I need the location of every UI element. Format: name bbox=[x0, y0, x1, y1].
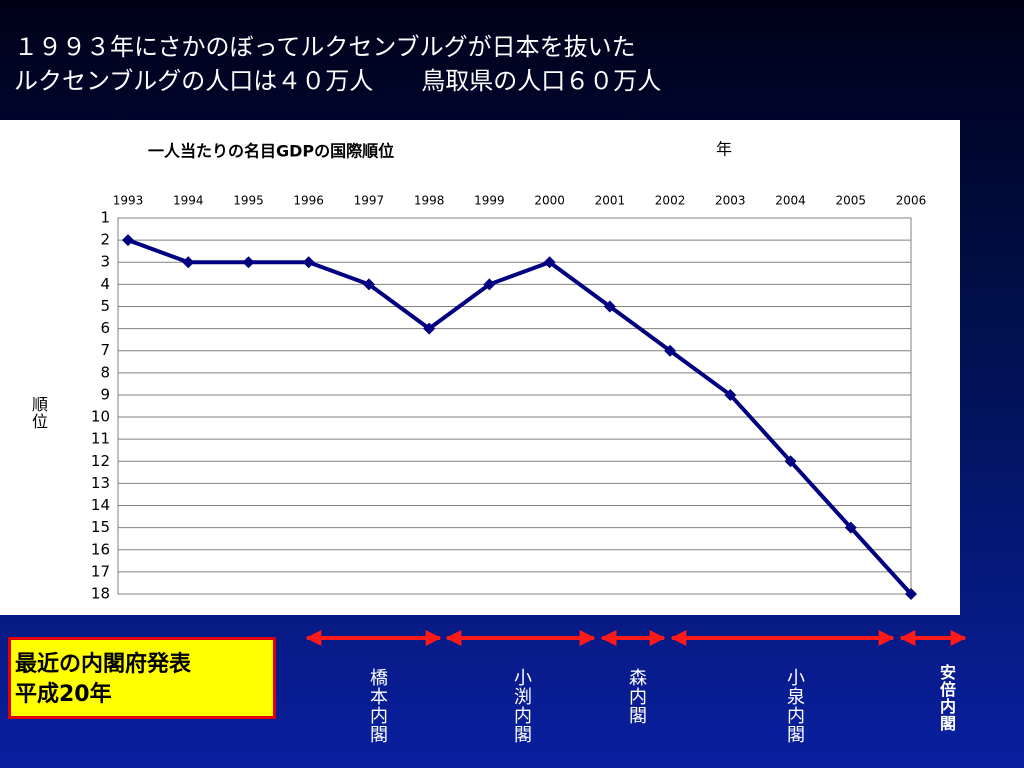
y-tick-label: 2 bbox=[100, 231, 110, 249]
data-point bbox=[362, 278, 375, 291]
x-tick-label: 2005 bbox=[835, 194, 866, 208]
y-tick-label: 18 bbox=[91, 585, 110, 603]
y-tick-label: 7 bbox=[100, 341, 110, 359]
cabinet-label: 小泉内閣 bbox=[784, 668, 805, 744]
y-axis-label: 順位 bbox=[29, 396, 48, 430]
data-point bbox=[603, 300, 616, 313]
x-tick-label: 2000 bbox=[534, 194, 565, 208]
y-tick-label: 6 bbox=[100, 319, 110, 337]
chart-area bbox=[0, 120, 960, 615]
x-tick-label: 1998 bbox=[414, 194, 445, 208]
x-tick-label: 2004 bbox=[775, 194, 806, 208]
note-box: 最近の内閣府発表 平成20年 bbox=[8, 637, 276, 719]
x-tick-label: 1999 bbox=[474, 194, 505, 208]
note-line: 平成20年 bbox=[15, 682, 112, 707]
x-axis-label: 年 bbox=[716, 140, 732, 159]
note-line: 最近の内閣府発表 bbox=[15, 652, 192, 677]
y-tick-label: 16 bbox=[91, 540, 110, 558]
y-tick-label: 3 bbox=[100, 253, 110, 271]
chart-title: 一人当たりの名目GDPの国際順位 bbox=[148, 142, 394, 161]
data-point bbox=[182, 256, 195, 269]
cabinet-label: 森内閣 bbox=[626, 668, 647, 725]
y-tick-label: 15 bbox=[91, 518, 110, 536]
data-point bbox=[483, 278, 496, 291]
x-tick-label: 1995 bbox=[233, 194, 264, 208]
x-tick-label: 2006 bbox=[896, 194, 927, 208]
y-tick-label: 9 bbox=[100, 385, 110, 403]
y-tick-label: 1 bbox=[100, 209, 110, 227]
data-point bbox=[122, 234, 134, 247]
y-tick-label: 4 bbox=[100, 275, 110, 293]
data-point bbox=[423, 322, 436, 335]
header-line: １９９３年にさかのぼってルクセンブルグが日本を抜いた bbox=[14, 33, 636, 61]
y-tick-label: 14 bbox=[91, 496, 110, 514]
data-point bbox=[905, 588, 917, 600]
data-point bbox=[784, 455, 797, 468]
data-point bbox=[543, 256, 556, 269]
data-point bbox=[242, 256, 255, 269]
x-tick-label: 2002 bbox=[655, 194, 686, 208]
y-tick-label: 8 bbox=[100, 363, 110, 381]
x-tick-label: 2001 bbox=[595, 194, 626, 208]
data-point bbox=[302, 256, 315, 269]
y-tick-label: 12 bbox=[91, 452, 110, 470]
y-tick-label: 13 bbox=[91, 474, 110, 492]
cabinet-label: 小渕内閣 bbox=[511, 668, 532, 744]
header-line: ルクセンブルグの人口は４０万人 鳥取県の人口６０万人 bbox=[14, 67, 661, 95]
x-tick-label: 1997 bbox=[354, 194, 385, 208]
data-point bbox=[844, 521, 857, 534]
data-line bbox=[127, 238, 913, 596]
cabinet-label: 橋本内閣 bbox=[367, 668, 388, 744]
x-tick-label: 1996 bbox=[293, 194, 324, 208]
y-tick-label: 11 bbox=[91, 430, 110, 448]
y-tick-label: 17 bbox=[91, 562, 110, 580]
y-tick-label: 5 bbox=[100, 297, 110, 315]
x-tick-label: 2003 bbox=[715, 194, 746, 208]
data-point bbox=[724, 388, 737, 401]
y-tick-label: 10 bbox=[91, 408, 110, 426]
cabinet-label: 安倍内閣 bbox=[937, 664, 956, 732]
x-tick-label: 1994 bbox=[173, 194, 204, 208]
x-tick-label: 1993 bbox=[113, 194, 144, 208]
data-point bbox=[664, 344, 677, 357]
